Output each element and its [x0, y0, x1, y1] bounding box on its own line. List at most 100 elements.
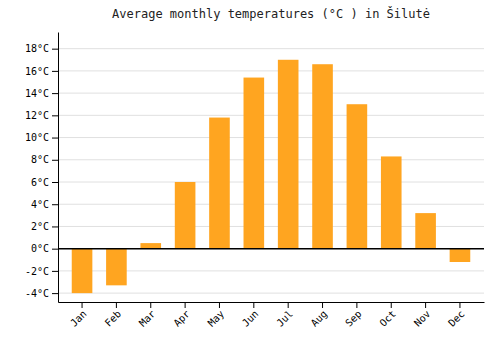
- bar: [209, 118, 230, 249]
- y-tick-mark: [52, 160, 58, 161]
- bar: [175, 182, 196, 249]
- y-tick: 6°C: [31, 177, 58, 188]
- x-tick-mark: [356, 302, 357, 308]
- x-tick: Apr: [171, 302, 192, 329]
- chart: Jan Feb Mar Apr May Jun Jul Aug Sep Oct Nov Dec -4°C…: [0, 0, 500, 350]
- y-tick-label: 6°C: [31, 177, 49, 188]
- x-tick-label: Jun: [240, 308, 261, 329]
- y-tick-label: 8°C: [31, 154, 49, 165]
- y-tick: 8°C: [31, 154, 58, 165]
- y-tick: 4°C: [31, 199, 58, 210]
- y-tick: 14°C: [25, 88, 58, 99]
- x-tick-mark: [322, 302, 323, 308]
- bar: [381, 156, 402, 248]
- bar: [106, 249, 127, 286]
- y-tick: 0°C: [31, 243, 58, 254]
- grid-line: [58, 159, 484, 160]
- x-tick-mark: [219, 302, 220, 308]
- y-tick-label: 14°C: [25, 88, 49, 99]
- x-tick-label: Oct: [377, 308, 398, 329]
- x-tick: Jun: [240, 302, 261, 329]
- bar: [72, 249, 93, 293]
- y-tick-mark: [52, 71, 58, 72]
- x-tick-label: Jan: [68, 308, 89, 329]
- bar: [244, 78, 265, 249]
- bar: [312, 64, 333, 248]
- y-tick-mark: [52, 138, 58, 139]
- y-tick-mark: [52, 249, 58, 250]
- x-tick-mark: [253, 302, 254, 308]
- x-tick: Mar: [137, 302, 158, 329]
- x-tick-label: May: [206, 308, 227, 329]
- x-tick-mark: [425, 302, 426, 308]
- y-tick-label: 4°C: [31, 199, 49, 210]
- x-tick: Oct: [377, 302, 398, 329]
- grid: [58, 49, 484, 293]
- y-tick-label: 0°C: [31, 243, 49, 254]
- y-tick: -2°C: [25, 266, 58, 277]
- x-tick-label: Aug: [309, 308, 330, 329]
- grid-line: [58, 248, 484, 249]
- x-tick-mark: [82, 302, 83, 308]
- y-tick-mark: [52, 204, 58, 205]
- x-tick: Aug: [309, 302, 330, 329]
- y-tick: -4°C: [25, 288, 58, 299]
- x-tick: Dec: [446, 302, 467, 329]
- y-tick-label: 18°C: [25, 43, 49, 54]
- x-axis: Jan Feb Mar Apr May Jun Jul Aug Sep Oct Nov Dec: [59, 302, 485, 329]
- x-tick-mark: [185, 302, 186, 308]
- y-tick-mark: [52, 182, 58, 183]
- y-tick-mark: [52, 293, 58, 294]
- y-tick: 10°C: [25, 132, 58, 143]
- y-tick: 2°C: [31, 221, 58, 232]
- x-tick: Sep: [343, 302, 364, 329]
- x-tick: May: [206, 302, 227, 329]
- x-tick-mark: [459, 302, 460, 308]
- grid-line: [58, 70, 484, 71]
- y-axis: -4°C -2°C 0°C 2°C 4°C 6°C 8°C 10°C 12°C 14°C 16°C 1…: [25, 33, 59, 303]
- bar: [140, 243, 161, 249]
- grid-line: [58, 115, 484, 116]
- x-tick: Nov: [412, 302, 433, 329]
- x-tick-label: Apr: [171, 308, 192, 329]
- grid-line: [58, 48, 484, 49]
- bar: [347, 104, 368, 248]
- grid-line: [58, 293, 484, 294]
- x-tick-label: Dec: [446, 308, 467, 329]
- grid-line: [58, 182, 484, 183]
- y-tick-mark: [52, 93, 58, 94]
- y-tick-mark: [52, 271, 58, 272]
- y-tick-label: 10°C: [25, 132, 49, 143]
- x-tick-label: Mar: [137, 308, 158, 329]
- chart-container: Jan Feb Mar Apr May Jun Jul Aug Sep Oct Nov Dec -4°C…: [0, 0, 500, 350]
- bar: [450, 249, 471, 262]
- plot-area: [58, 60, 484, 293]
- x-tick-label: Sep: [343, 308, 364, 329]
- y-tick-label: 2°C: [31, 221, 49, 232]
- x-tick-mark: [150, 302, 151, 308]
- x-tick-label: Feb: [103, 308, 124, 329]
- y-tick-label: -4°C: [25, 288, 49, 299]
- x-tick: Jan: [68, 302, 89, 329]
- x-tick-mark: [288, 302, 289, 308]
- x-tick-mark: [116, 302, 117, 308]
- y-tick-mark: [52, 226, 58, 227]
- x-tick-label: Nov: [412, 308, 433, 329]
- title: Average monthly temperatures (°C ) in Ši…: [112, 6, 430, 21]
- y-tick: 12°C: [25, 110, 58, 121]
- y-tick: 18°C: [25, 43, 58, 54]
- y-tick-mark: [52, 115, 58, 116]
- grid-line: [58, 204, 484, 205]
- x-axis-line: [59, 302, 485, 303]
- x-tick: Jul: [274, 302, 295, 329]
- x-tick-mark: [391, 302, 392, 308]
- grid-line: [58, 137, 484, 138]
- y-tick-mark: [52, 49, 58, 50]
- bar: [278, 60, 299, 249]
- x-tick-label: Jul: [274, 308, 295, 329]
- y-tick: 16°C: [25, 66, 58, 77]
- grid-line: [58, 93, 484, 94]
- y-axis-line: [58, 33, 59, 303]
- y-tick-label: -2°C: [25, 266, 49, 277]
- bar: [415, 213, 436, 249]
